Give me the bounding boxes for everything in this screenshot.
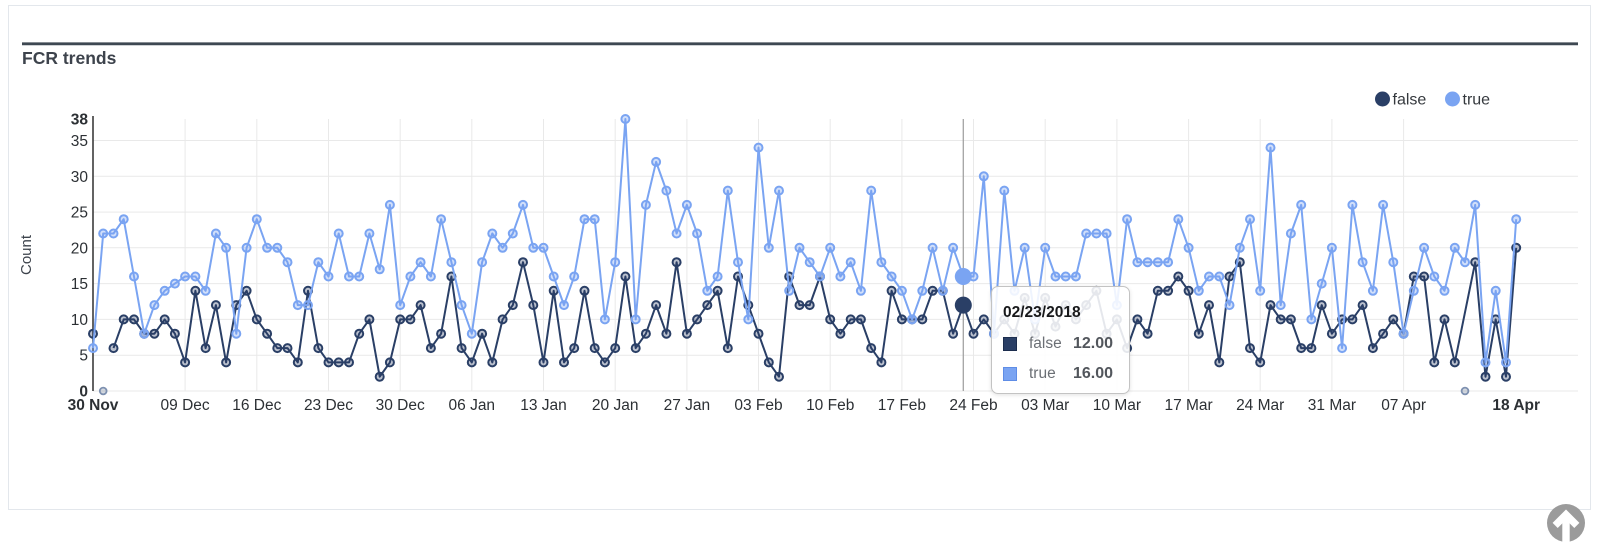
svg-text:09 Dec: 09 Dec bbox=[161, 397, 210, 414]
svg-text:10 Feb: 10 Feb bbox=[806, 397, 854, 414]
svg-text:30 Nov: 30 Nov bbox=[68, 397, 119, 414]
svg-text:16 Dec: 16 Dec bbox=[232, 397, 281, 414]
svg-text:Count: Count bbox=[18, 234, 35, 275]
svg-text:10 Mar: 10 Mar bbox=[1093, 397, 1141, 414]
svg-text:03 Feb: 03 Feb bbox=[734, 397, 782, 414]
svg-text:17 Feb: 17 Feb bbox=[878, 397, 926, 414]
svg-text:20: 20 bbox=[71, 240, 89, 257]
svg-text:24 Mar: 24 Mar bbox=[1236, 397, 1284, 414]
svg-text:13 Jan: 13 Jan bbox=[520, 397, 567, 414]
svg-text:18 Apr: 18 Apr bbox=[1492, 397, 1540, 414]
svg-text:27 Jan: 27 Jan bbox=[664, 397, 711, 414]
svg-text:38: 38 bbox=[71, 112, 89, 129]
svg-text:30: 30 bbox=[71, 169, 89, 186]
svg-text:23 Dec: 23 Dec bbox=[304, 397, 353, 414]
svg-text:20 Jan: 20 Jan bbox=[592, 397, 639, 414]
svg-text:false: false bbox=[1393, 92, 1427, 109]
svg-text:17 Mar: 17 Mar bbox=[1164, 397, 1212, 414]
svg-text:25: 25 bbox=[71, 205, 88, 222]
svg-text:15: 15 bbox=[71, 276, 88, 293]
svg-text:31 Mar: 31 Mar bbox=[1308, 397, 1356, 414]
svg-text:5: 5 bbox=[79, 348, 88, 365]
svg-text:10: 10 bbox=[71, 312, 89, 329]
svg-text:FCR trends: FCR trends bbox=[22, 48, 117, 68]
svg-text:24 Feb: 24 Feb bbox=[949, 397, 997, 414]
svg-text:true: true bbox=[1463, 92, 1491, 109]
svg-text:30 Dec: 30 Dec bbox=[376, 397, 425, 414]
svg-text:03 Mar: 03 Mar bbox=[1021, 397, 1069, 414]
svg-text:07 Apr: 07 Apr bbox=[1381, 397, 1426, 414]
svg-text:0: 0 bbox=[79, 384, 88, 401]
svg-text:06 Jan: 06 Jan bbox=[449, 397, 496, 414]
svg-text:35: 35 bbox=[71, 133, 88, 150]
